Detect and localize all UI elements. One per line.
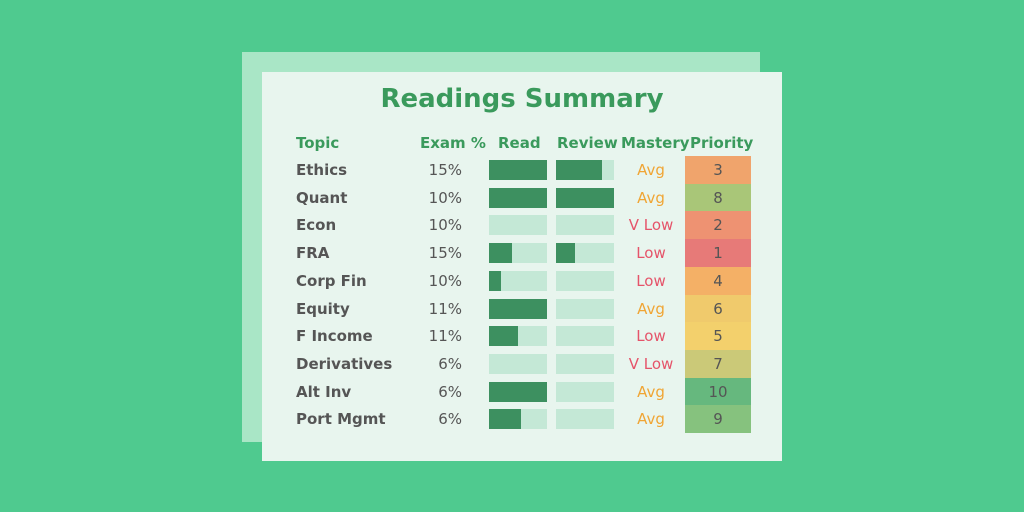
review-bar [556,243,576,264]
topic: F Income [296,327,373,346]
column-header: Exam % [420,134,486,152]
review-track [556,243,614,264]
review-bar [556,160,603,180]
mastery: Avg [637,161,665,179]
read-bar [489,160,547,180]
mastery: Avg [637,188,665,207]
review-track [556,187,614,208]
read-bar [489,381,547,402]
exam-percent: 15% [428,244,462,263]
review-track [556,215,614,236]
read-track [489,187,547,208]
mastery: Low [636,244,666,263]
review-track [556,160,614,180]
read-track [489,326,547,347]
mastery: Low [636,327,666,346]
exam-percent: 10% [428,188,462,207]
read-bar [489,326,518,347]
read-track [489,215,547,236]
read-bar [489,270,501,291]
topic: Equity [296,299,350,318]
exam-percent: 6% [438,354,462,373]
priority: 8 [685,183,751,212]
topic: Alt Inv [296,382,352,401]
read-bar [489,409,521,430]
priority: 6 [685,294,751,323]
topic: FRA [296,244,330,263]
review-track [556,381,614,402]
topic: Quant [296,188,348,207]
title: Readings Summary [380,84,664,114]
read-track [489,381,547,402]
exam-percent: 15% [428,161,462,179]
priority: 7 [685,349,751,378]
review-track [556,326,614,347]
priority: 2 [685,211,751,240]
column-header: Priority [690,134,754,152]
topic: Ethics [296,161,348,179]
mastery: Avg [637,382,665,401]
priority: 4 [685,266,751,295]
exam-percent: 11% [428,299,462,318]
exam-percent: 6% [438,410,462,429]
topic: Corp Fin [296,271,367,290]
column-header: Topic [296,134,340,152]
topic: Port Mgmt [296,410,386,429]
exam-percent: 10% [428,271,462,290]
priority: 9 [685,405,751,434]
review-bar [556,187,614,208]
exam-percent: 10% [428,216,462,235]
read-bar [489,187,547,208]
read-bar [489,243,513,264]
column-header: Read [498,134,541,152]
column-header: Mastery [621,134,690,152]
mastery: V Low [628,354,674,373]
read-track [489,409,547,430]
topic: Derivatives [296,354,393,373]
column-header: Review [557,134,618,152]
review-track [556,270,614,291]
review-track [556,353,614,374]
read-track [489,270,547,291]
read-track [489,353,547,374]
read-bar [489,298,547,319]
exam-percent: 11% [428,327,462,346]
exam-percent: 6% [438,382,462,401]
review-track [556,409,614,430]
priority: 5 [685,322,751,351]
mastery: Low [636,271,666,290]
read-track [489,298,547,319]
priority: 3 [685,156,751,184]
topic: Econ [296,216,337,235]
priority: 10 [685,377,751,406]
priority: 1 [685,239,751,268]
review-track [556,298,614,319]
read-track [489,160,547,180]
mastery: Avg [637,410,665,429]
mastery: Avg [637,299,665,318]
read-track [489,243,547,264]
mastery: V Low [628,216,674,235]
